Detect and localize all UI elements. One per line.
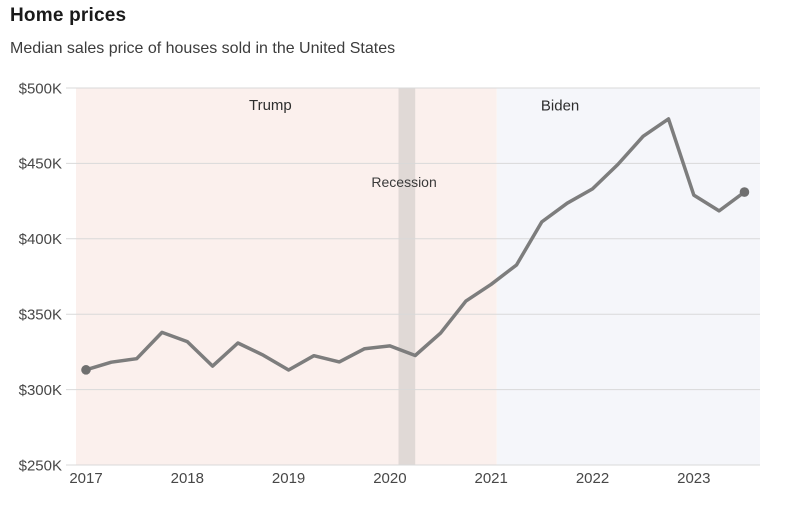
- region-label-trump: Trump: [249, 97, 292, 114]
- y-axis-label: $400K: [19, 231, 62, 248]
- price-line: [84, 117, 747, 372]
- region-trump: [76, 88, 497, 465]
- y-axis-label: $350K: [19, 306, 62, 323]
- region-biden: [496, 88, 760, 465]
- x-axis-label: 2021: [475, 470, 508, 487]
- end-point-marker: [739, 187, 750, 197]
- x-axis-label: 2023: [677, 470, 710, 487]
- x-axis-label: 2020: [373, 470, 406, 487]
- start-point-marker: [81, 365, 91, 375]
- y-axis-label: $300K: [19, 382, 62, 399]
- y-axis-label: $450K: [19, 156, 62, 173]
- x-axis-label: 2018: [171, 470, 204, 487]
- chart-title: Home prices: [10, 5, 127, 26]
- band-recession: [398, 88, 416, 465]
- y-axis-label: $500K: [19, 80, 62, 97]
- chart-subtitle: Median sales price of houses sold in the…: [10, 40, 396, 57]
- region-label-biden: Biden: [541, 98, 579, 115]
- x-axis-label: 2017: [69, 470, 102, 487]
- x-axis-label: 2019: [272, 470, 305, 487]
- y-axis-label: $250K: [19, 457, 62, 474]
- band-label-recession: Recession: [371, 174, 436, 190]
- x-axis-label: 2022: [576, 470, 609, 487]
